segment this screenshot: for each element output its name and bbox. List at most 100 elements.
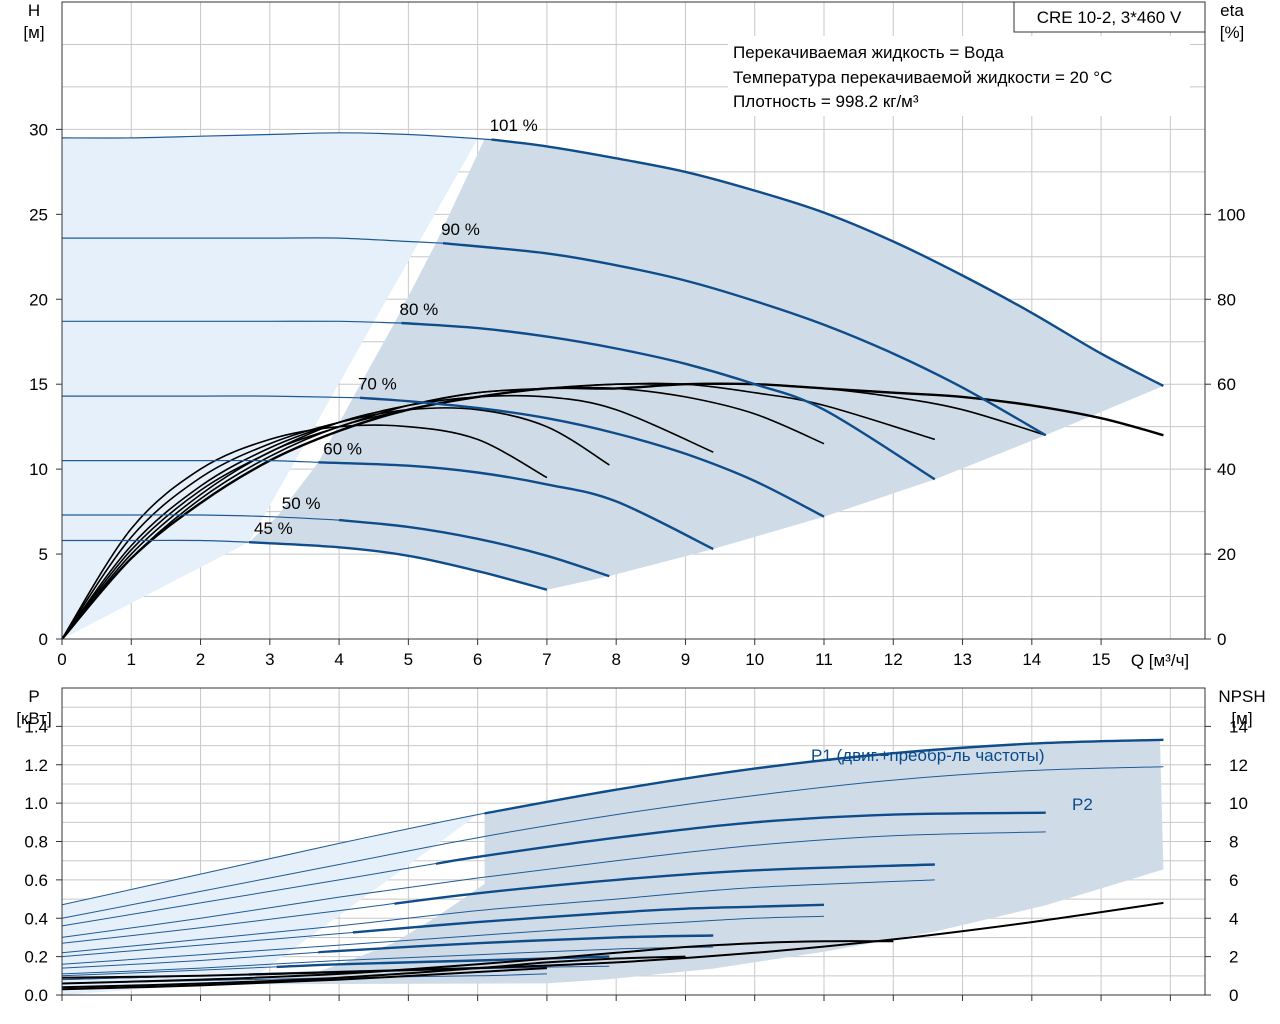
head-curve-80 bbox=[401, 321, 936, 481]
x-tick-label: 5 bbox=[404, 650, 413, 669]
info-density: Плотность = 998.2 кг/м³ bbox=[733, 92, 919, 111]
p2-curve bbox=[61, 946, 714, 975]
p1-label: P1 (двиг.+преобр-ль частоты) bbox=[811, 746, 1044, 765]
npsh-curve bbox=[61, 955, 686, 989]
info-box bbox=[728, 36, 1190, 116]
npsh-curve bbox=[61, 901, 1164, 979]
y2-tick-label: 6 bbox=[1229, 871, 1238, 890]
power-chart-ticks: 0.0 0.2 0.4 0.6 0.8 1.0 1.2 1.4 0 2 4 6 8 10 12 14 bbox=[24, 717, 1248, 1005]
head-curve-label: 60 % bbox=[323, 439, 362, 458]
npsh-curve bbox=[61, 940, 894, 985]
eta-axis-title: eta bbox=[1220, 1, 1244, 20]
eta-curve bbox=[61, 382, 936, 640]
y2-tick-label: 80 bbox=[1217, 290, 1236, 309]
x-tick-label: 10 bbox=[745, 650, 764, 669]
head-curve-idle-60 bbox=[61, 459, 319, 463]
x-tick-label: 13 bbox=[953, 650, 972, 669]
head-curve-label: 101 % bbox=[490, 116, 538, 135]
head-curves bbox=[61, 132, 1164, 591]
head-chart-ticks: 0 1 2 3 4 5 6 7 8 9 10 11 12 13 14 15051015202530020406… bbox=[29, 120, 1245, 669]
head-curve-idle-50 bbox=[62, 514, 340, 521]
p-axis-unit: [кВт] bbox=[16, 709, 51, 728]
p2-curve bbox=[61, 879, 935, 954]
y2-tick-label: 60 bbox=[1217, 375, 1236, 394]
head-curve-idle-101 bbox=[61, 132, 492, 141]
head-curve-idle-80 bbox=[61, 320, 402, 324]
head-curve-50 bbox=[338, 518, 610, 578]
y-tick-label: 1.2 bbox=[24, 756, 48, 775]
y-tick-label: 0.0 bbox=[24, 986, 48, 1005]
y-tick-label: 0.4 bbox=[24, 909, 48, 928]
efficiency-curves bbox=[61, 382, 1164, 640]
x-tick-label: 6 bbox=[473, 650, 482, 669]
x-tick-label: 0 bbox=[57, 650, 66, 669]
operating-zone-area bbox=[249, 139, 1164, 590]
head-curve-label: 80 % bbox=[400, 300, 439, 319]
q-axis-title: Q [м³/ч] bbox=[1131, 651, 1189, 670]
y2-tick-label: 10 bbox=[1229, 794, 1248, 813]
y2-tick-label: 14 bbox=[1229, 717, 1248, 736]
h-axis-title: H bbox=[28, 1, 40, 20]
x-tick-label: 7 bbox=[542, 650, 551, 669]
head-curve-90 bbox=[442, 242, 1047, 437]
y2-tick-label: 0 bbox=[1229, 986, 1238, 1005]
eta-axis-unit: [%] bbox=[1220, 23, 1245, 42]
y-tick-label: 0.6 bbox=[24, 871, 48, 890]
head-chart-frame bbox=[61, 1, 1206, 640]
npsh-axis-title: NPSH bbox=[1218, 687, 1265, 706]
power-curves bbox=[61, 738, 1164, 991]
y-tick-label: 1.4 bbox=[24, 717, 48, 736]
head-curve-label: 70 % bbox=[358, 375, 397, 394]
x-tick-label: 3 bbox=[265, 650, 274, 669]
y-tick-label: 5 bbox=[39, 545, 48, 564]
y-tick-label: 1.0 bbox=[24, 794, 48, 813]
head-curve-idle-45 bbox=[62, 539, 250, 543]
y-tick-label: 10 bbox=[29, 460, 48, 479]
y-tick-label: 15 bbox=[29, 375, 48, 394]
eta-curve bbox=[61, 382, 1164, 640]
y2-tick-label: 4 bbox=[1229, 909, 1238, 928]
y2-tick-label: 12 bbox=[1229, 756, 1248, 775]
idle-zone-area bbox=[62, 814, 478, 995]
x-tick-label: 2 bbox=[196, 650, 205, 669]
y2-tick-label: 20 bbox=[1217, 545, 1236, 564]
head-chart-areas bbox=[62, 132, 1164, 640]
x-tick-label: 1 bbox=[127, 650, 136, 669]
head-curve-60 bbox=[318, 461, 714, 551]
head-curve-idle-90 bbox=[62, 237, 444, 244]
y-tick-label: 0.2 bbox=[24, 948, 48, 967]
y-tick-label: 25 bbox=[29, 205, 48, 224]
h-axis-unit: [м] bbox=[23, 23, 44, 42]
head-curve-idle-70 bbox=[62, 395, 360, 399]
p1-curve bbox=[352, 903, 825, 934]
x-tick-label: 14 bbox=[1022, 650, 1041, 669]
p2-curve bbox=[61, 831, 1046, 938]
npsh-curve bbox=[61, 967, 547, 991]
x-tick-label: 11 bbox=[815, 650, 833, 669]
npsh-axis-unit: [м] bbox=[1231, 709, 1252, 728]
x-tick-label: 15 bbox=[1092, 650, 1111, 669]
p1-curve bbox=[394, 863, 935, 905]
p1-curve bbox=[484, 738, 1164, 815]
y2-tick-label: 100 bbox=[1217, 205, 1245, 224]
p1-curve bbox=[318, 934, 714, 954]
p1-curve bbox=[435, 811, 1046, 865]
p-axis-title: P bbox=[28, 687, 39, 706]
head-curve-label: 50 % bbox=[282, 494, 321, 513]
info-temperature: Температура перекачиваемой жидкости = 20… bbox=[733, 68, 1112, 87]
head-curve-70 bbox=[359, 396, 825, 518]
head-curve-labels: 101 % 90 % 80 % 70 % 60 % 50 % 45 % bbox=[254, 116, 538, 538]
p2-curve bbox=[61, 766, 1164, 919]
x-tick-label: 9 bbox=[681, 650, 690, 669]
info-fluid: Перекачиваемая жидкость = Вода bbox=[733, 43, 1004, 62]
head-curve-45 bbox=[248, 541, 548, 591]
x-tick-label: 8 bbox=[611, 650, 620, 669]
x-tick-label: 12 bbox=[884, 650, 903, 669]
eta-curve bbox=[61, 424, 548, 640]
head-curve-label: 45 % bbox=[254, 519, 293, 538]
p2-label: P2 bbox=[1072, 795, 1093, 814]
head-curve-label: 90 % bbox=[441, 220, 480, 239]
y-tick-label: 20 bbox=[29, 290, 48, 309]
y-tick-label: 0.8 bbox=[24, 833, 48, 852]
